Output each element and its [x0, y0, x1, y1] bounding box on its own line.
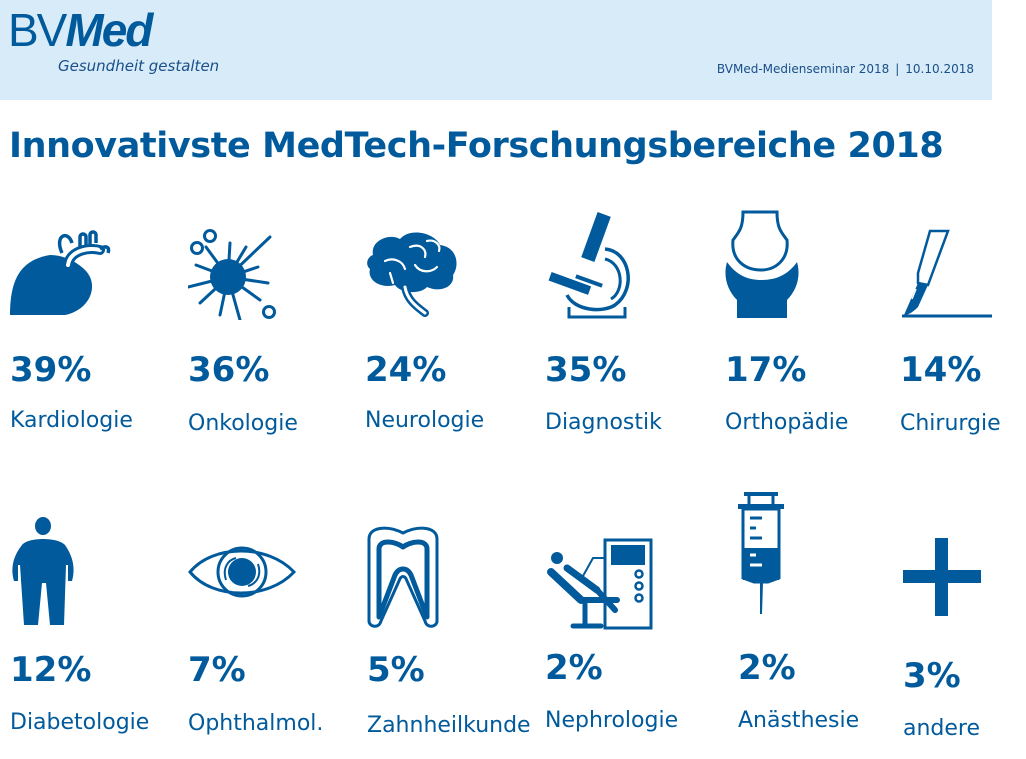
percent-value: 39% — [10, 350, 92, 390]
event-info: BVMed-Medienseminar 2018 | 10.10.2018 — [717, 62, 974, 76]
percent-value: 35% — [545, 350, 627, 390]
overweight-person-icon — [10, 515, 85, 630]
event-name: BVMed-Medienseminar 2018 — [716, 62, 890, 76]
area-label: Chirurgie — [900, 411, 1001, 436]
percent-value: 12% — [10, 650, 92, 690]
area-label: Anästhesie — [738, 708, 860, 733]
separator: | — [895, 62, 900, 76]
joint-icon — [725, 210, 800, 320]
percent-value: 7% — [188, 650, 246, 690]
percent-value: 2% — [738, 648, 796, 688]
area-label: Zahnheilkunde — [367, 713, 531, 738]
area-label: Diagnostik — [545, 410, 662, 435]
area-label: Ophthalmol. — [188, 711, 324, 736]
dialysis-chair-icon — [545, 538, 655, 633]
heart-icon — [10, 225, 120, 320]
percent-value: 17% — [725, 350, 807, 390]
area-label: Orthopädie — [725, 410, 849, 435]
tumor-cell-icon — [188, 225, 283, 320]
percent-value: 3% — [903, 656, 961, 696]
brain-icon — [365, 225, 460, 320]
scalpel-icon — [900, 225, 995, 320]
eye-icon — [188, 540, 298, 620]
event-date: 10.10.2018 — [905, 62, 974, 76]
area-label: andere — [903, 716, 981, 741]
area-label: Nephrologie — [545, 708, 679, 733]
area-label: Diabetologie — [10, 710, 150, 735]
percent-value: 5% — [367, 650, 425, 690]
area-label: Onkologie — [188, 411, 298, 436]
header-band: BVMed Gesundheit gestalten BVMed-Mediens… — [0, 0, 992, 100]
plus-icon — [903, 538, 983, 618]
microscope-icon — [545, 207, 640, 322]
percent-value: 14% — [900, 350, 982, 390]
percent-value: 2% — [545, 648, 603, 688]
area-label: Neurologie — [365, 408, 485, 433]
tagline: Gesundheit gestalten — [58, 57, 220, 75]
page-title: Innovativste MedTech-Forschungsbereiche … — [9, 126, 944, 166]
percent-value: 24% — [365, 350, 447, 390]
tooth-icon — [367, 525, 442, 630]
bvmed-logo: BVMed — [8, 4, 153, 56]
percent-value: 36% — [188, 350, 270, 390]
syringe-icon — [738, 490, 788, 615]
area-label: Kardiologie — [10, 408, 133, 433]
